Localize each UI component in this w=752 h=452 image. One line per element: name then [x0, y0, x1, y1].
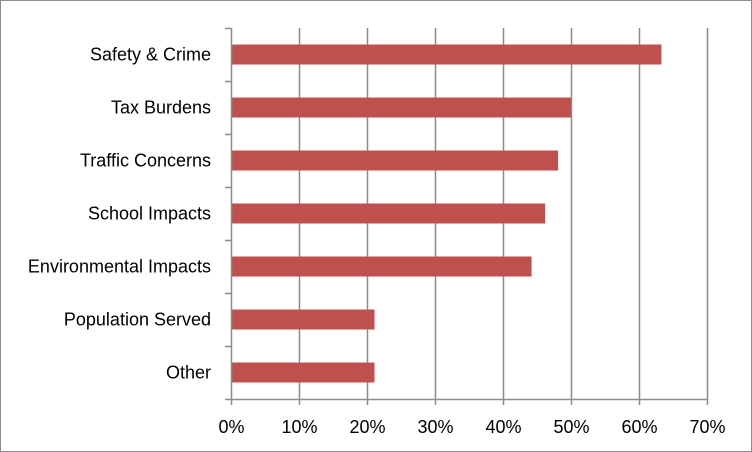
- x-tick-label-70: 70%: [689, 417, 725, 437]
- gridlines: [298, 28, 709, 399]
- category-label-other: Other: [166, 363, 211, 383]
- category-label-school-impacts: School Impacts: [88, 204, 211, 224]
- bar-tax-burdens: [231, 97, 571, 118]
- bars: [231, 44, 662, 383]
- bar-safety-crime: [231, 44, 662, 65]
- x-tick-label-50: 50%: [553, 417, 589, 437]
- category-label-traffic-concerns: Traffic Concerns: [80, 151, 211, 171]
- axes: [225, 27, 709, 405]
- category-labels: Safety & Crime Tax Burdens Traffic Concern…: [28, 45, 211, 383]
- x-tick-label-40: 40%: [485, 417, 521, 437]
- x-tick-label-20: 20%: [349, 417, 385, 437]
- x-tick-label-30: 30%: [417, 417, 453, 437]
- category-label-safety-crime: Safety & Crime: [90, 45, 211, 65]
- category-label-tax-burdens: Tax Burdens: [111, 98, 211, 118]
- bar-population-served: [231, 309, 375, 330]
- bar-other: [231, 362, 375, 383]
- x-tick-label-0: 0%: [218, 417, 244, 437]
- tick-labels: 0% 10% 20% 30% 40% 50% 60% 70%: [218, 417, 725, 437]
- bar-school-impacts: [231, 203, 546, 224]
- x-tick-label-60: 60%: [621, 417, 657, 437]
- category-label-population-served: Population Served: [64, 310, 211, 330]
- bar-environmental-impacts: [231, 256, 532, 277]
- x-tick-label-10: 10%: [281, 417, 317, 437]
- bar-traffic-concerns: [231, 150, 559, 171]
- category-label-environmental-impacts: Environmental Impacts: [28, 257, 211, 277]
